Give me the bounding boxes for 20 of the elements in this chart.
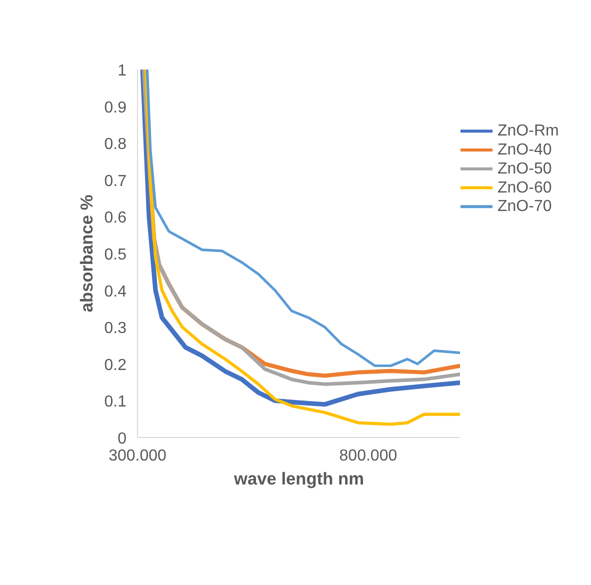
legend-label: ZnO-60 [498, 179, 552, 196]
x-tick-label: 800.000 [339, 448, 398, 464]
y-tick-label: 0.7 [104, 172, 127, 190]
y-tick-label: 0.1 [104, 394, 127, 411]
legend-label: ZnO-50 [498, 160, 552, 178]
x-tick-label: 300.000 [108, 448, 167, 464]
y-tick-label: 0.9 [104, 99, 127, 116]
y-tick-label: 0.8 [104, 136, 127, 154]
y-tick-label: 0.5 [104, 246, 127, 264]
y-tick-label: 0.6 [104, 210, 127, 227]
y-tick-label: 0.2 [104, 356, 127, 374]
y-tick-label: 1 [118, 62, 127, 80]
y-tick-label: 0 [118, 430, 127, 448]
legend-label: ZnO-40 [498, 142, 552, 159]
legend-label: ZnO-70 [498, 198, 552, 216]
y-axis-title: absorbance % [76, 194, 96, 312]
y-tick-label: 0.3 [104, 320, 127, 338]
y-tick-label: 0.4 [104, 283, 127, 300]
x-axis-title: wave length nm [233, 468, 364, 488]
legend-label: ZnO-Rm [498, 122, 559, 140]
